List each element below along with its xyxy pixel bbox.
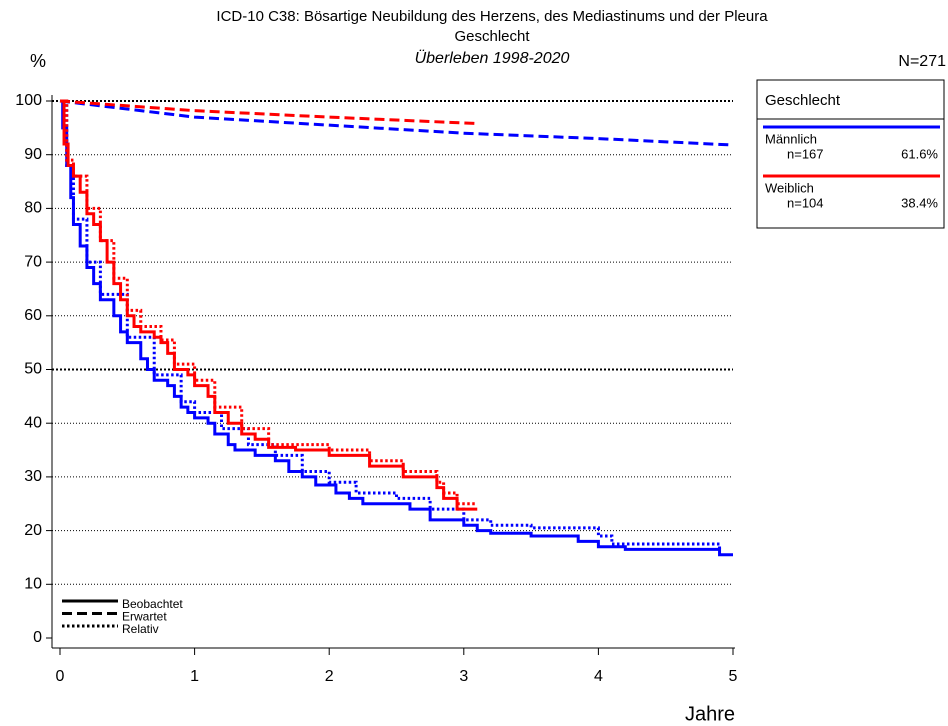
y-tick-label: 80 <box>24 200 42 217</box>
y-tick-label: 60 <box>24 307 42 324</box>
x-tick-label: 5 <box>729 668 738 685</box>
y-axis-label: % <box>30 51 46 71</box>
legend-n: n=104 <box>787 195 824 210</box>
x-tick-label: 2 <box>325 668 334 685</box>
y-tick-label: 30 <box>24 468 42 485</box>
survival-curve <box>59 99 734 147</box>
style-legend-label: Erwartet <box>122 610 167 624</box>
x-tick-label: 0 <box>56 668 65 685</box>
n-label: N=271 <box>898 53 946 70</box>
legend-share: 61.6% <box>901 146 938 161</box>
y-tick-label: 100 <box>15 92 42 109</box>
x-tick-label: 4 <box>594 668 603 685</box>
legend-share: 38.4% <box>901 195 938 210</box>
chart-subtitle: Überleben 1998-2020 <box>415 49 570 67</box>
survival-curve <box>59 99 478 126</box>
x-tick-label: 3 <box>459 668 468 685</box>
y-tick-label: 90 <box>24 146 42 163</box>
y-tick-label: 10 <box>24 576 42 593</box>
y-tick-label: 70 <box>24 253 42 270</box>
legend-label: Weiblich <box>765 180 814 195</box>
style-legend-label: Beobachtet <box>122 597 183 611</box>
y-tick-label: 0 <box>33 629 42 646</box>
x-axis-label: Jahre <box>685 703 735 725</box>
y-tick-label: 50 <box>24 361 42 378</box>
y-tick-label: 20 <box>24 522 42 539</box>
chart-title-2: Geschlecht <box>454 28 530 45</box>
legend-box <box>756 79 945 229</box>
x-tick-label: 1 <box>190 668 199 685</box>
style-legend-label: Relativ <box>122 622 159 636</box>
chart-title: ICD-10 C38: Bösartige Neubildung des Her… <box>216 8 768 25</box>
survival-curve <box>60 99 722 550</box>
legend-title: Geschlecht <box>765 92 841 109</box>
legend-n: n=167 <box>787 146 824 161</box>
survival-curve <box>60 99 478 511</box>
legend-label: Männlich <box>765 131 817 146</box>
y-tick-label: 40 <box>24 414 42 431</box>
survival-curve <box>60 99 478 506</box>
survival-curve <box>60 99 733 557</box>
